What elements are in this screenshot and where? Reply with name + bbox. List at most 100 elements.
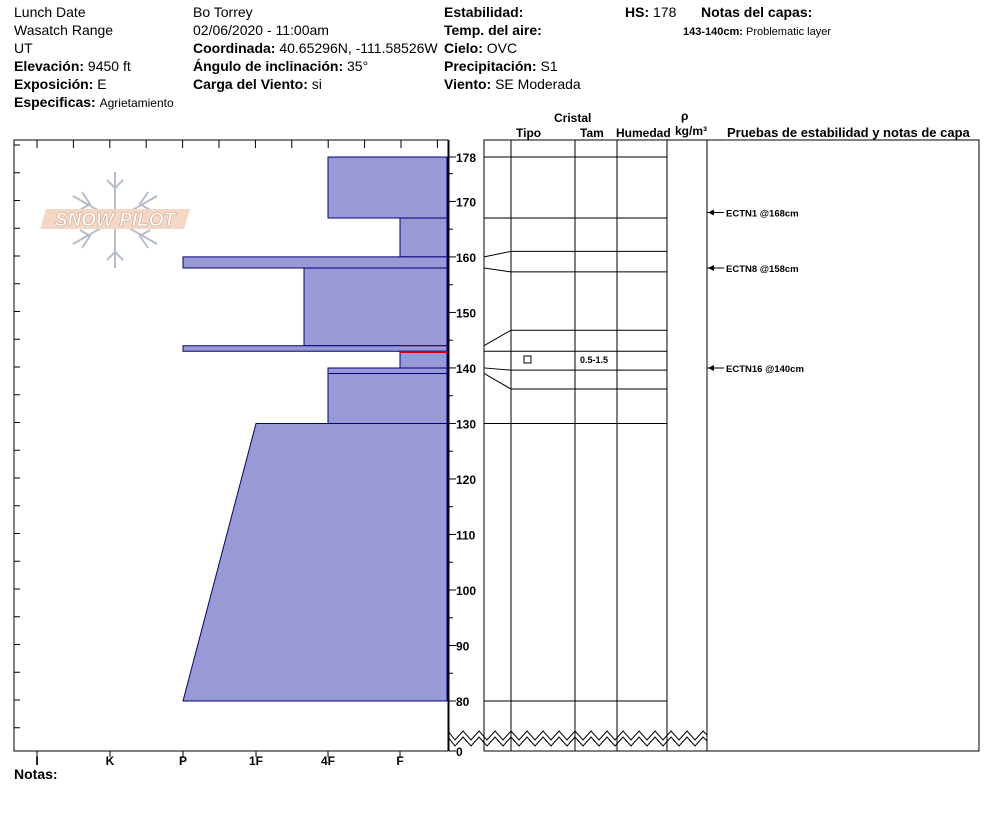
- stability-test-label: ECTN1 @168cm: [726, 209, 799, 220]
- layer-boundaries: [483, 156, 667, 702]
- mountain-range: Wasatch Range: [14, 22, 114, 38]
- stability-test-arrow: [708, 265, 714, 272]
- depth-tick-label: 130: [456, 417, 476, 431]
- layer-grid-frame: [483, 139, 980, 752]
- snow-height-row: HS: 178: [625, 4, 676, 20]
- hardness-layer: [182, 345, 448, 352]
- precip-value: S1: [540, 58, 558, 74]
- location-name: Lunch Date: [14, 4, 86, 20]
- stability-tests-heading: Pruebas de estabilidad y notas de capa: [727, 125, 970, 140]
- wind-load-row: Carga del Viento: si: [193, 76, 322, 92]
- wind-load-label: Carga del Viento:: [193, 76, 308, 92]
- layer-boundary: [483, 267, 667, 273]
- hardness-label: I: [35, 754, 38, 768]
- hardness-layer: [182, 256, 448, 269]
- axis-break-zigzag-top: [447, 730, 708, 741]
- snow-height-value: 178: [653, 4, 677, 20]
- observer-name: Bo Torrey: [193, 4, 253, 20]
- depth-tick-label: 100: [456, 584, 476, 598]
- snow-height-label: HS:: [625, 4, 650, 20]
- wind-value: SE Moderada: [495, 76, 581, 92]
- stability-test-markers: ECTN1 @168cm ECTN8 @158cm ECTN16 @140cm: [707, 209, 804, 375]
- hardness-layer: [327, 367, 448, 374]
- hardness-label: P: [179, 754, 187, 768]
- observation-datetime: 02/06/2020 - 11:00am: [193, 22, 329, 38]
- sky-label: Cielo:: [444, 40, 483, 56]
- slope-angle-label: Ángulo de inclinación:: [193, 58, 344, 74]
- depth-tick-label: 120: [456, 473, 476, 487]
- logo-banner: [40, 209, 190, 229]
- specifics-value: Agrietamiento: [99, 96, 174, 110]
- layer-boundary: [483, 250, 667, 258]
- hardness-layer: [327, 156, 448, 219]
- layer-boundary: [483, 367, 667, 371]
- wetness-heading: Humedad: [616, 126, 671, 140]
- specifics-row: Especificas: Agrietamiento: [14, 94, 174, 111]
- elevation-value: 9450 ft: [87, 58, 131, 74]
- notes-label: Notas:: [14, 766, 58, 782]
- depth-tick-label: 160: [456, 251, 476, 265]
- layer-note-row: 143-140cm: Problematic layer: [683, 24, 831, 40]
- depth-tick-label: 90: [456, 639, 470, 653]
- grain-size-value: 0.5-1.5: [580, 355, 608, 365]
- stability-test-label: ECTN16 @140cm: [726, 364, 804, 375]
- faceted-crystal-icon: [523, 355, 532, 364]
- air-temp-label: Temp. del aire:: [444, 22, 542, 38]
- depth-tick-label: 178: [456, 151, 476, 165]
- wind-row: Viento: SE Moderada: [444, 76, 581, 92]
- hardness-plot-left-ticks: [14, 144, 20, 729]
- layer-boundary: [483, 329, 667, 347]
- depth-tick-label: 170: [456, 195, 476, 209]
- elevation-label: Elevación:: [14, 58, 85, 74]
- sky-value: OVC: [486, 40, 518, 56]
- slope-angle-row: Ángulo de inclinación: 35°: [193, 58, 368, 74]
- hardness-label: K: [106, 754, 115, 768]
- hardness-layer: [182, 422, 448, 702]
- crystal-type-heading: Tipo: [516, 126, 542, 140]
- wind-load-value: si: [311, 76, 322, 92]
- coordinate-row: Coordinada: 40.65296N, -111.58526W: [193, 40, 438, 56]
- hardness-layer: [327, 372, 448, 424]
- hardness-layers: [182, 156, 448, 702]
- stability-test-arrow: [708, 209, 714, 216]
- layer-boundary: [483, 373, 667, 390]
- state: UT: [14, 40, 33, 56]
- wind-label: Viento:: [444, 76, 492, 92]
- axis-break-zigzag-bottom: [447, 736, 708, 747]
- coordinate-label: Coordinada:: [193, 40, 276, 56]
- stability-label: Estabilidad:: [444, 4, 524, 20]
- density-unit: kg/m³: [675, 124, 708, 138]
- hardness-plot-frame: [13, 139, 449, 752]
- hardness-axis-labels: I K P 1F 4F F: [35, 751, 404, 768]
- hardness-layer: [399, 217, 448, 258]
- stability-test-arrow: [708, 364, 714, 371]
- snowpilot-logo: SNOW PILOT: [40, 172, 190, 268]
- crystal-size-heading: Tam: [580, 126, 604, 140]
- precip-label: Precipitación:: [444, 58, 537, 74]
- exposure-row: Exposición: E: [14, 76, 107, 92]
- depth-tick-label: 140: [456, 362, 476, 376]
- precip-row: Precipitación: S1: [444, 58, 558, 74]
- hardness-label: 1F: [249, 754, 263, 768]
- hardness-label: 4F: [321, 754, 335, 768]
- coordinate-value: 40.65296N, -111.58526W: [279, 40, 438, 56]
- depth-tick-label: 110: [456, 528, 476, 542]
- depth-tick-label: 0: [456, 745, 463, 759]
- hardness-layer: [303, 267, 448, 347]
- sky-row: Cielo: OVC: [444, 40, 517, 56]
- hardness-layer: [399, 350, 448, 369]
- slope-angle-value: 35°: [347, 58, 369, 74]
- crystal-heading: Cristal: [554, 111, 592, 125]
- specifics-label: Especificas:: [14, 94, 96, 110]
- depth-tick-label: 150: [456, 306, 476, 320]
- layer-note-range: 143-140cm:: [683, 26, 743, 38]
- exposure-label: Exposición:: [14, 76, 94, 92]
- stability-test-label: ECTN8 @158cm: [726, 264, 799, 275]
- layer-notes-label: Notas del capas:: [701, 4, 813, 20]
- density-symbol: ρ: [681, 109, 689, 123]
- exposure-value: E: [97, 76, 107, 92]
- depth-tick-label: 80: [456, 695, 470, 709]
- layer-note-text: Problematic layer: [746, 26, 831, 38]
- logo-text: SNOW PILOT: [55, 210, 177, 231]
